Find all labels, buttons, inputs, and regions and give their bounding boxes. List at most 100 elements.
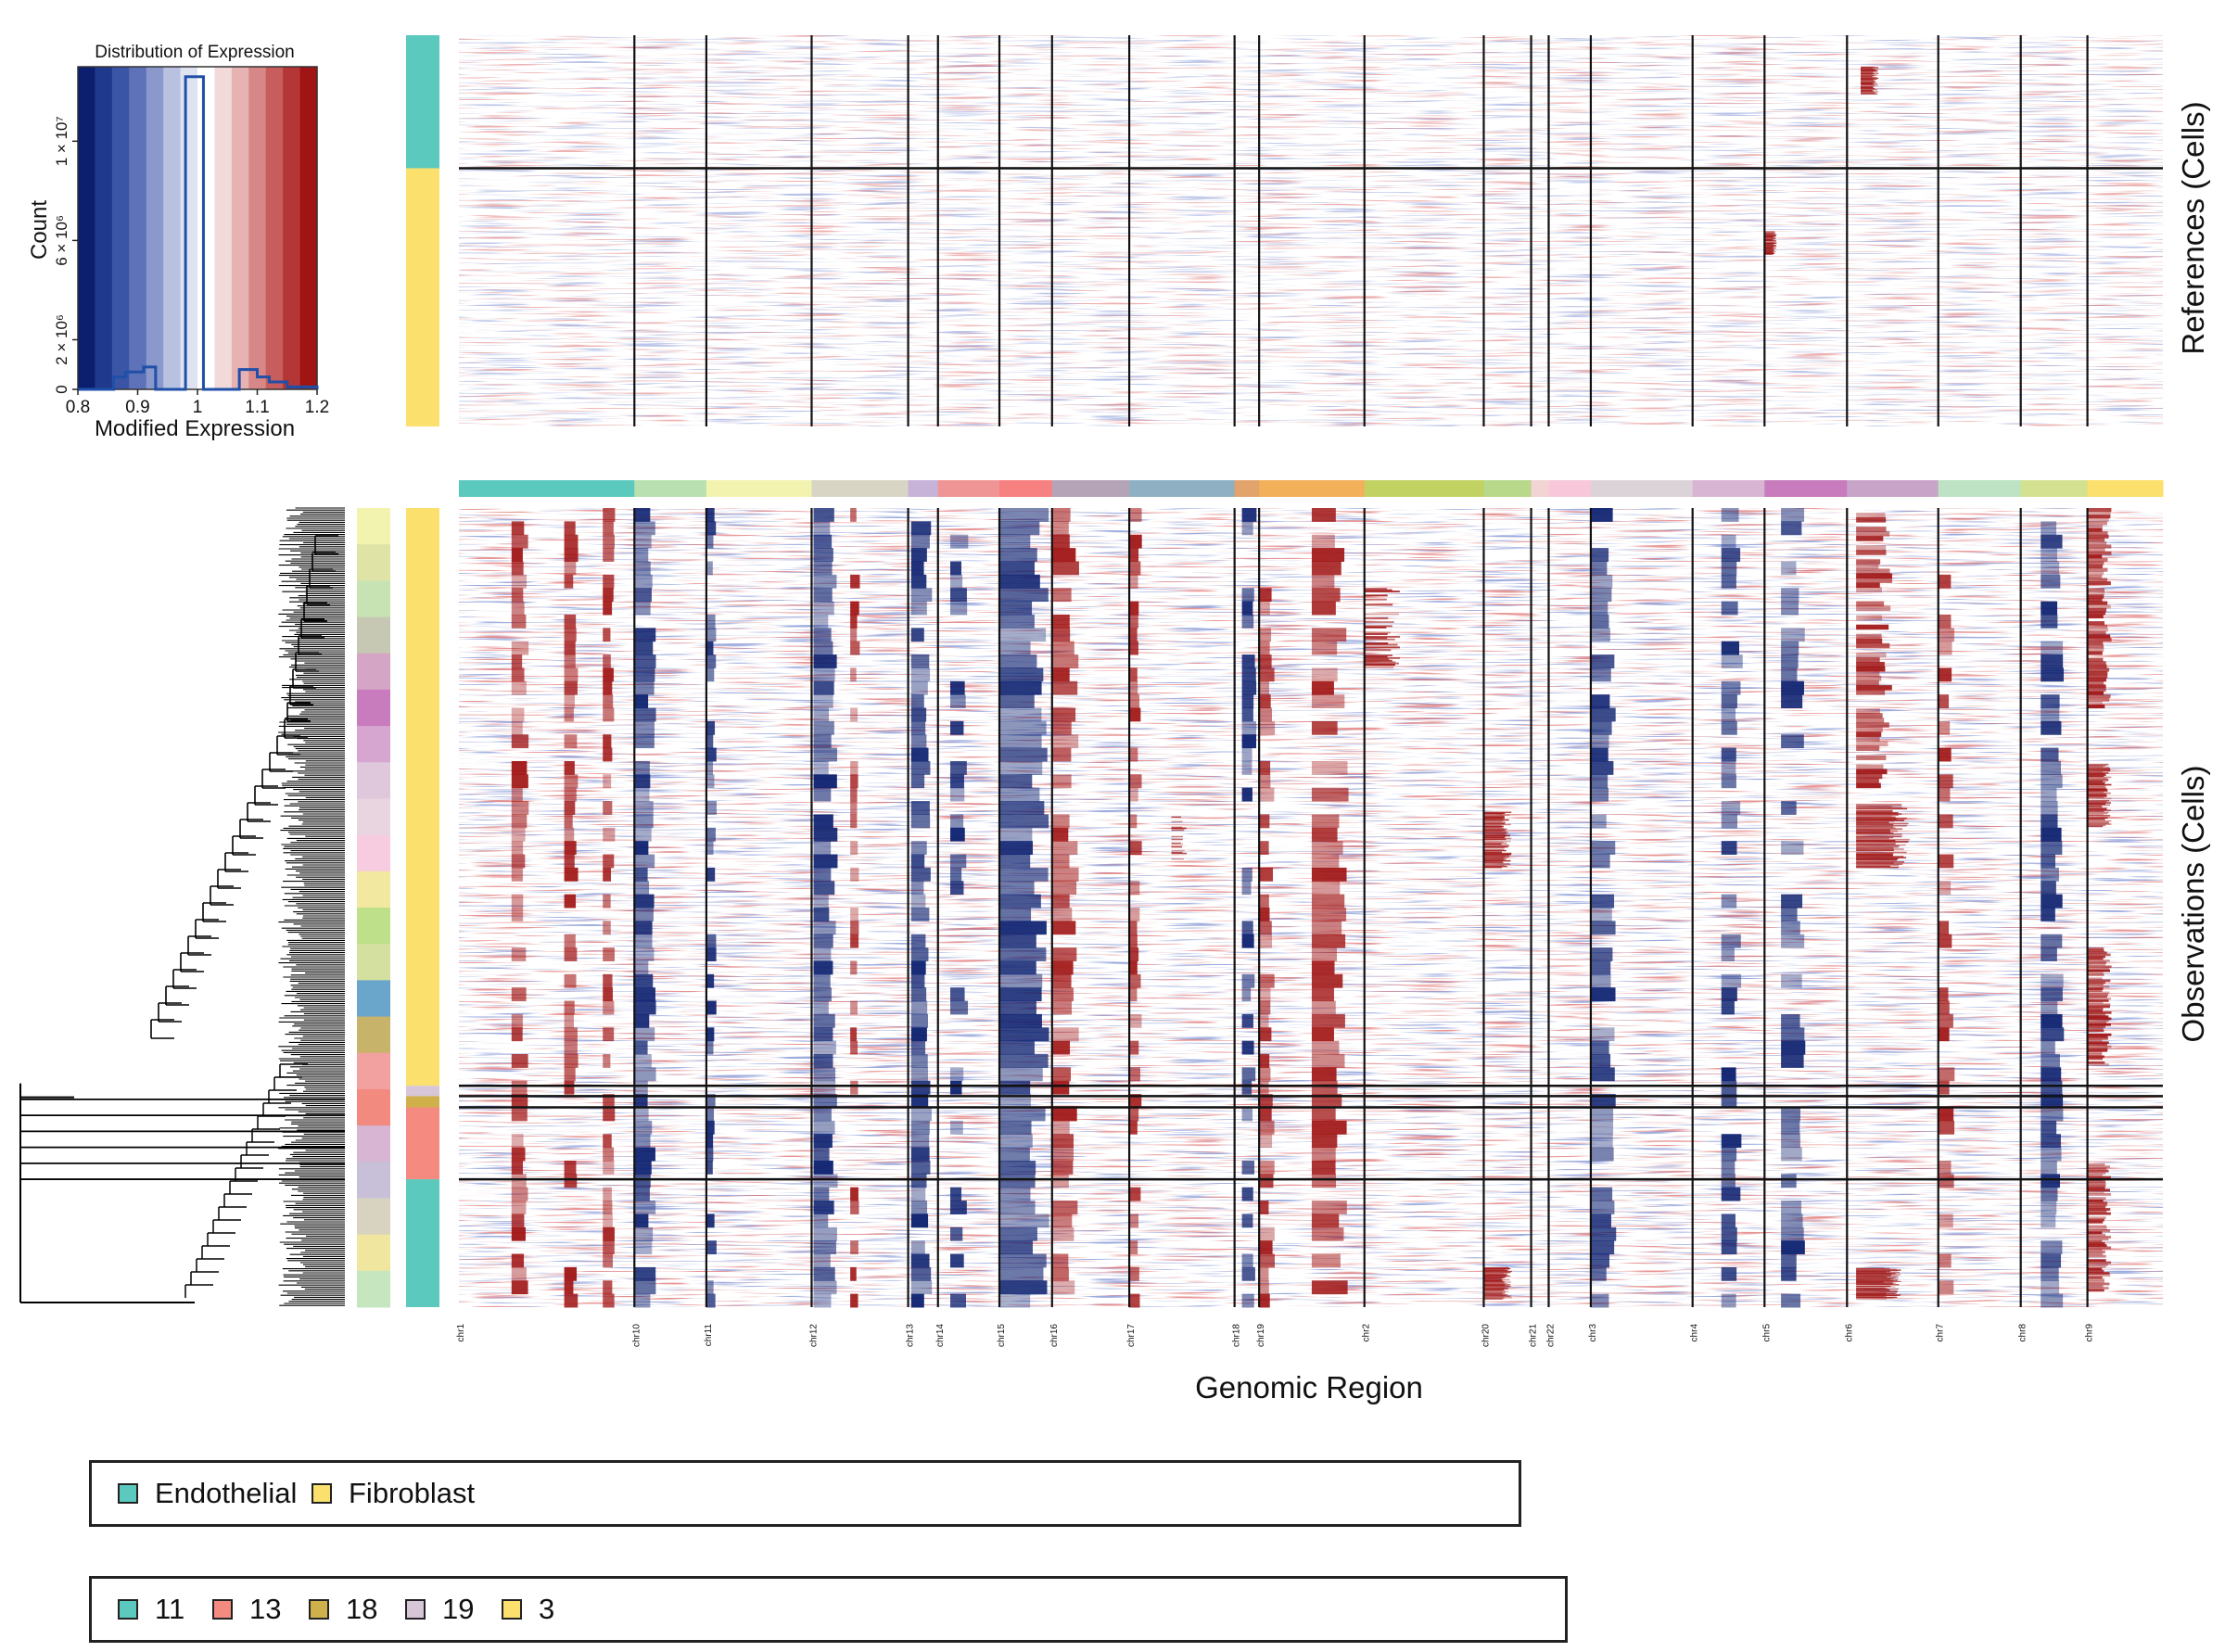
legend-swatch [312,1483,332,1504]
heatmap-cell [634,1040,648,1055]
heatmap-cell [706,534,714,549]
heatmap-cell [2087,991,2110,995]
heatmap-cell [2041,720,2062,735]
chromosome-label: chr1 [456,1324,466,1342]
heatmap-cell [850,707,858,722]
heatmap-cell [813,1094,837,1108]
heatmap-cell [634,1147,655,1162]
heatmap-cell [2087,561,2104,565]
heatmap-cell [1311,574,1335,589]
heatmap-cell [1856,527,1887,532]
heatmap-cell [1051,641,1074,655]
heatmap-cell [2087,778,2109,781]
heatmap-cell [999,1160,1036,1175]
heatmap-cell [564,1000,575,1015]
heatmap-cell [1861,91,1877,93]
heatmap-cell [564,1040,578,1055]
heatmap-cell [706,841,714,856]
legend-swatch [502,1599,522,1620]
heatmap-cell [1051,747,1072,762]
heatmap-cell [2087,997,2111,1000]
heatmap-cell [813,1067,836,1082]
heatmap-cell [999,867,1049,882]
heatmap-cell [1311,814,1340,829]
heatmap-cell [1129,987,1138,1002]
heatmap-cell [1364,643,1398,646]
heatmap-cell [2041,774,2063,789]
heatmap-cell [999,1120,1032,1135]
heatmap-cell [1259,1067,1271,1082]
heatmap-cell [1856,685,1892,691]
heatmap-cell [1938,1214,1953,1228]
heatmap-cell [2087,805,2103,807]
reference-group-block [406,168,439,427]
heatmap-cell [1311,667,1338,682]
heatmap-cell [1311,1094,1342,1108]
heatmap-cell [1241,694,1254,708]
heatmap-cell [706,1107,715,1122]
heatmap-cell [564,787,577,802]
heatmap-cell [634,1174,651,1188]
heatmap-cell [603,1000,615,1015]
heatmap-cell [950,1120,963,1135]
heatmap-cell [603,801,613,815]
heatmap-cell [634,854,655,869]
heatmap-cell [1856,1274,1891,1277]
heatmap-cell [850,1266,857,1281]
heatmap-cell [1483,860,1503,863]
heatmap-cell [1856,1277,1899,1279]
heatmap-cell [999,960,1036,975]
heatmap-cell [634,973,654,988]
heatmap-cell [1483,861,1504,864]
heatmap-cell [999,734,1042,749]
heatmap-cell [1129,680,1138,695]
heatmap-cell [1483,820,1505,822]
heatmap-cell [910,561,924,576]
heatmap-cell [511,561,524,576]
heatmap-cell [2087,1023,2111,1026]
heatmap-cell [2087,511,2111,515]
heatmap-cell [1938,1013,1953,1028]
heatmap-cell [1856,1283,1893,1285]
heatmap-cell [634,628,656,642]
heatmap-cell [564,628,577,642]
colorbar-segment [283,67,301,389]
heatmap-cell [813,881,835,896]
heatmap-cell [1590,814,1607,829]
heatmap-cell [2087,524,2103,529]
subcluster-block [357,762,390,799]
heatmap-cell [2041,521,2057,536]
heatmap-cell [1856,587,1882,593]
heatmap-cell [1364,638,1395,641]
legend-swatch [405,1599,426,1620]
heatmap-cell [2087,973,2104,976]
heatmap-cell [1856,1280,1901,1282]
heatmap-cell [564,827,575,842]
heatmap-cell [1259,1107,1272,1122]
heatmap-cell [1259,654,1272,668]
heatmap-cell [706,934,717,948]
heatmap-cell [1129,694,1139,708]
heatmap-cell [813,1040,836,1055]
heatmap-cell [564,774,578,789]
heatmap-cell [1856,1292,1897,1294]
heatmap-cell [2087,1061,2105,1064]
heatmap-cell [1590,1226,1617,1241]
heatmap-cell [1590,654,1615,668]
heatmap-cell [2087,1216,2106,1220]
heatmap-cell [2087,1212,2111,1215]
heatmap-cell [1781,734,1804,749]
heatmap-cell [1856,1283,1894,1285]
heatmap-cell [1483,1286,1509,1288]
heatmap-cell [1483,831,1507,833]
heatmap-cell [1781,934,1805,948]
heatmap-cell [564,561,577,576]
heatmap-cell [511,894,524,909]
heatmap-cell [813,960,833,975]
heatmap-cell [2087,1251,2105,1253]
heatmap-cell [2087,1235,2112,1239]
heatmap-cell [1781,1226,1804,1241]
heatmap-cell [564,1280,574,1295]
heatmap-cell [813,588,833,603]
heatmap-cell [1781,1134,1800,1149]
